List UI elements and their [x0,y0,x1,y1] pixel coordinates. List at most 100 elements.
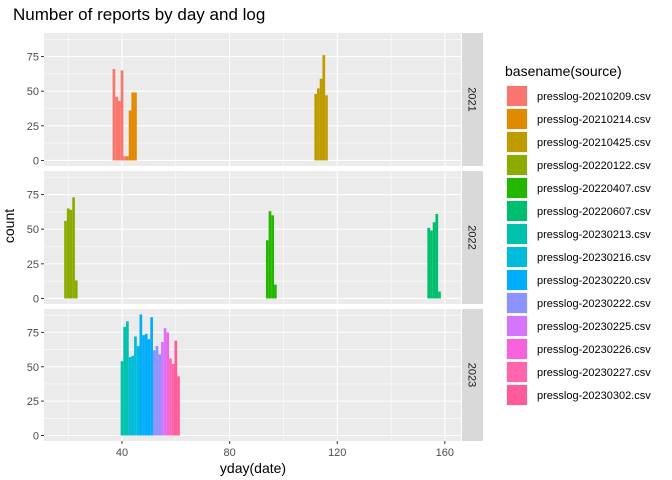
bar [265,240,269,299]
legend-swatch [507,155,527,175]
x-tick-label: 160 [436,447,454,459]
y-tick-label: 50 [27,362,39,374]
legend-item: presslog-20220407.csv [506,177,651,199]
bar [120,70,124,161]
bar [163,328,167,436]
bar [134,336,137,436]
bar [174,340,178,436]
legend-label: presslog-20210425.csv [537,137,651,149]
bar [317,88,320,161]
bar [134,92,137,161]
legend-swatch [507,362,527,382]
panel-background [44,33,461,166]
bar [69,209,73,299]
legend-item: presslog-20210425.csv [506,131,651,153]
legend-swatch [507,109,527,129]
bar [171,364,175,436]
bar [112,69,116,161]
bar [128,357,132,436]
y-tick-label: 25 [27,121,39,133]
legend-swatch [507,339,527,359]
bar [136,346,140,436]
legend-label: presslog-20230225.csv [537,321,651,333]
legend-label: presslog-20210209.csv [537,91,651,103]
facet-panel-2023: 0 25 50 75 2023 [27,309,483,443]
legend-item: presslog-20210209.csv [506,85,651,107]
legend-swatch [507,270,527,290]
bar [430,230,433,299]
bar [74,280,78,299]
bar [177,376,180,436]
legend-swatch [507,316,527,336]
legend-swatch [507,86,527,106]
bar [166,332,170,436]
facet-panels: 0 25 50 75 2021 0 25 50 75 2022 0 25 50 75 2023 [27,33,483,443]
legend-item: presslog-20230220.csv [506,269,651,291]
facet-strip [462,171,483,304]
y-tick-label: 75 [27,52,39,64]
y-tick-label: 75 [27,190,39,202]
bar [435,213,439,299]
legend-swatch [507,178,527,198]
bar [64,220,67,299]
bar [142,335,145,436]
legend-item: presslog-20220607.csv [506,200,651,222]
bar [150,317,153,436]
legend-title: basename(source) [505,63,622,79]
bar [147,339,151,436]
legend-label: presslog-20220607.csv [537,206,651,218]
panel-background [44,171,461,304]
legend-item: presslog-20230227.csv [506,361,651,383]
facet-strip-label: 2022 [466,225,478,249]
legend-label: presslog-20230222.csv [537,298,651,310]
bar [158,354,162,436]
facet-panel-2021: 0 25 50 75 2021 [27,33,483,167]
bar [139,314,143,436]
facet-strip [462,33,483,166]
legend-swatch [507,201,527,221]
bar [432,222,436,299]
legend-label: presslog-20230220.csv [537,275,651,287]
bar [123,156,127,161]
legend-label: presslog-20230227.csv [537,367,651,379]
x-tick-label: 80 [224,447,236,459]
facet-strip [462,309,483,441]
legend-label: presslog-20220407.csv [537,183,651,195]
bar [128,110,132,161]
legend-item: presslog-20230216.csv [506,246,651,268]
facet-panel-2022: 0 25 50 75 2022 [27,171,483,305]
legend-item: presslog-20230302.csv [506,384,651,406]
legend-swatch [507,224,527,244]
y-tick-label: 75 [27,327,39,339]
y-tick-label: 50 [27,224,39,236]
legend-label: presslog-20230302.csv [537,390,651,402]
panel-background [44,309,461,441]
bar [169,358,172,436]
bar [268,211,272,299]
bar [126,321,129,436]
bar [161,342,164,436]
x-axis: 40 80 120 160 [116,441,454,459]
bar [120,361,124,436]
bar [72,197,75,299]
bar [123,326,127,436]
bar [131,92,135,161]
bar [126,156,129,161]
facet-strip-label: 2021 [466,87,478,111]
y-tick-label: 0 [33,155,39,167]
legend-swatch [507,132,527,152]
legend-item: presslog-20230225.csv [506,315,651,337]
y-tick-label: 50 [27,86,39,98]
bar [117,100,121,161]
x-tick-label: 40 [116,447,128,459]
y-axis-label: count [1,209,17,243]
bar [271,215,275,299]
bar [314,93,318,161]
y-tick-label: 25 [27,396,39,408]
legend-item: presslog-20230222.csv [506,292,651,314]
bar [131,355,135,436]
y-tick-label: 0 [33,431,39,443]
bar [144,333,148,436]
bar [152,350,156,436]
